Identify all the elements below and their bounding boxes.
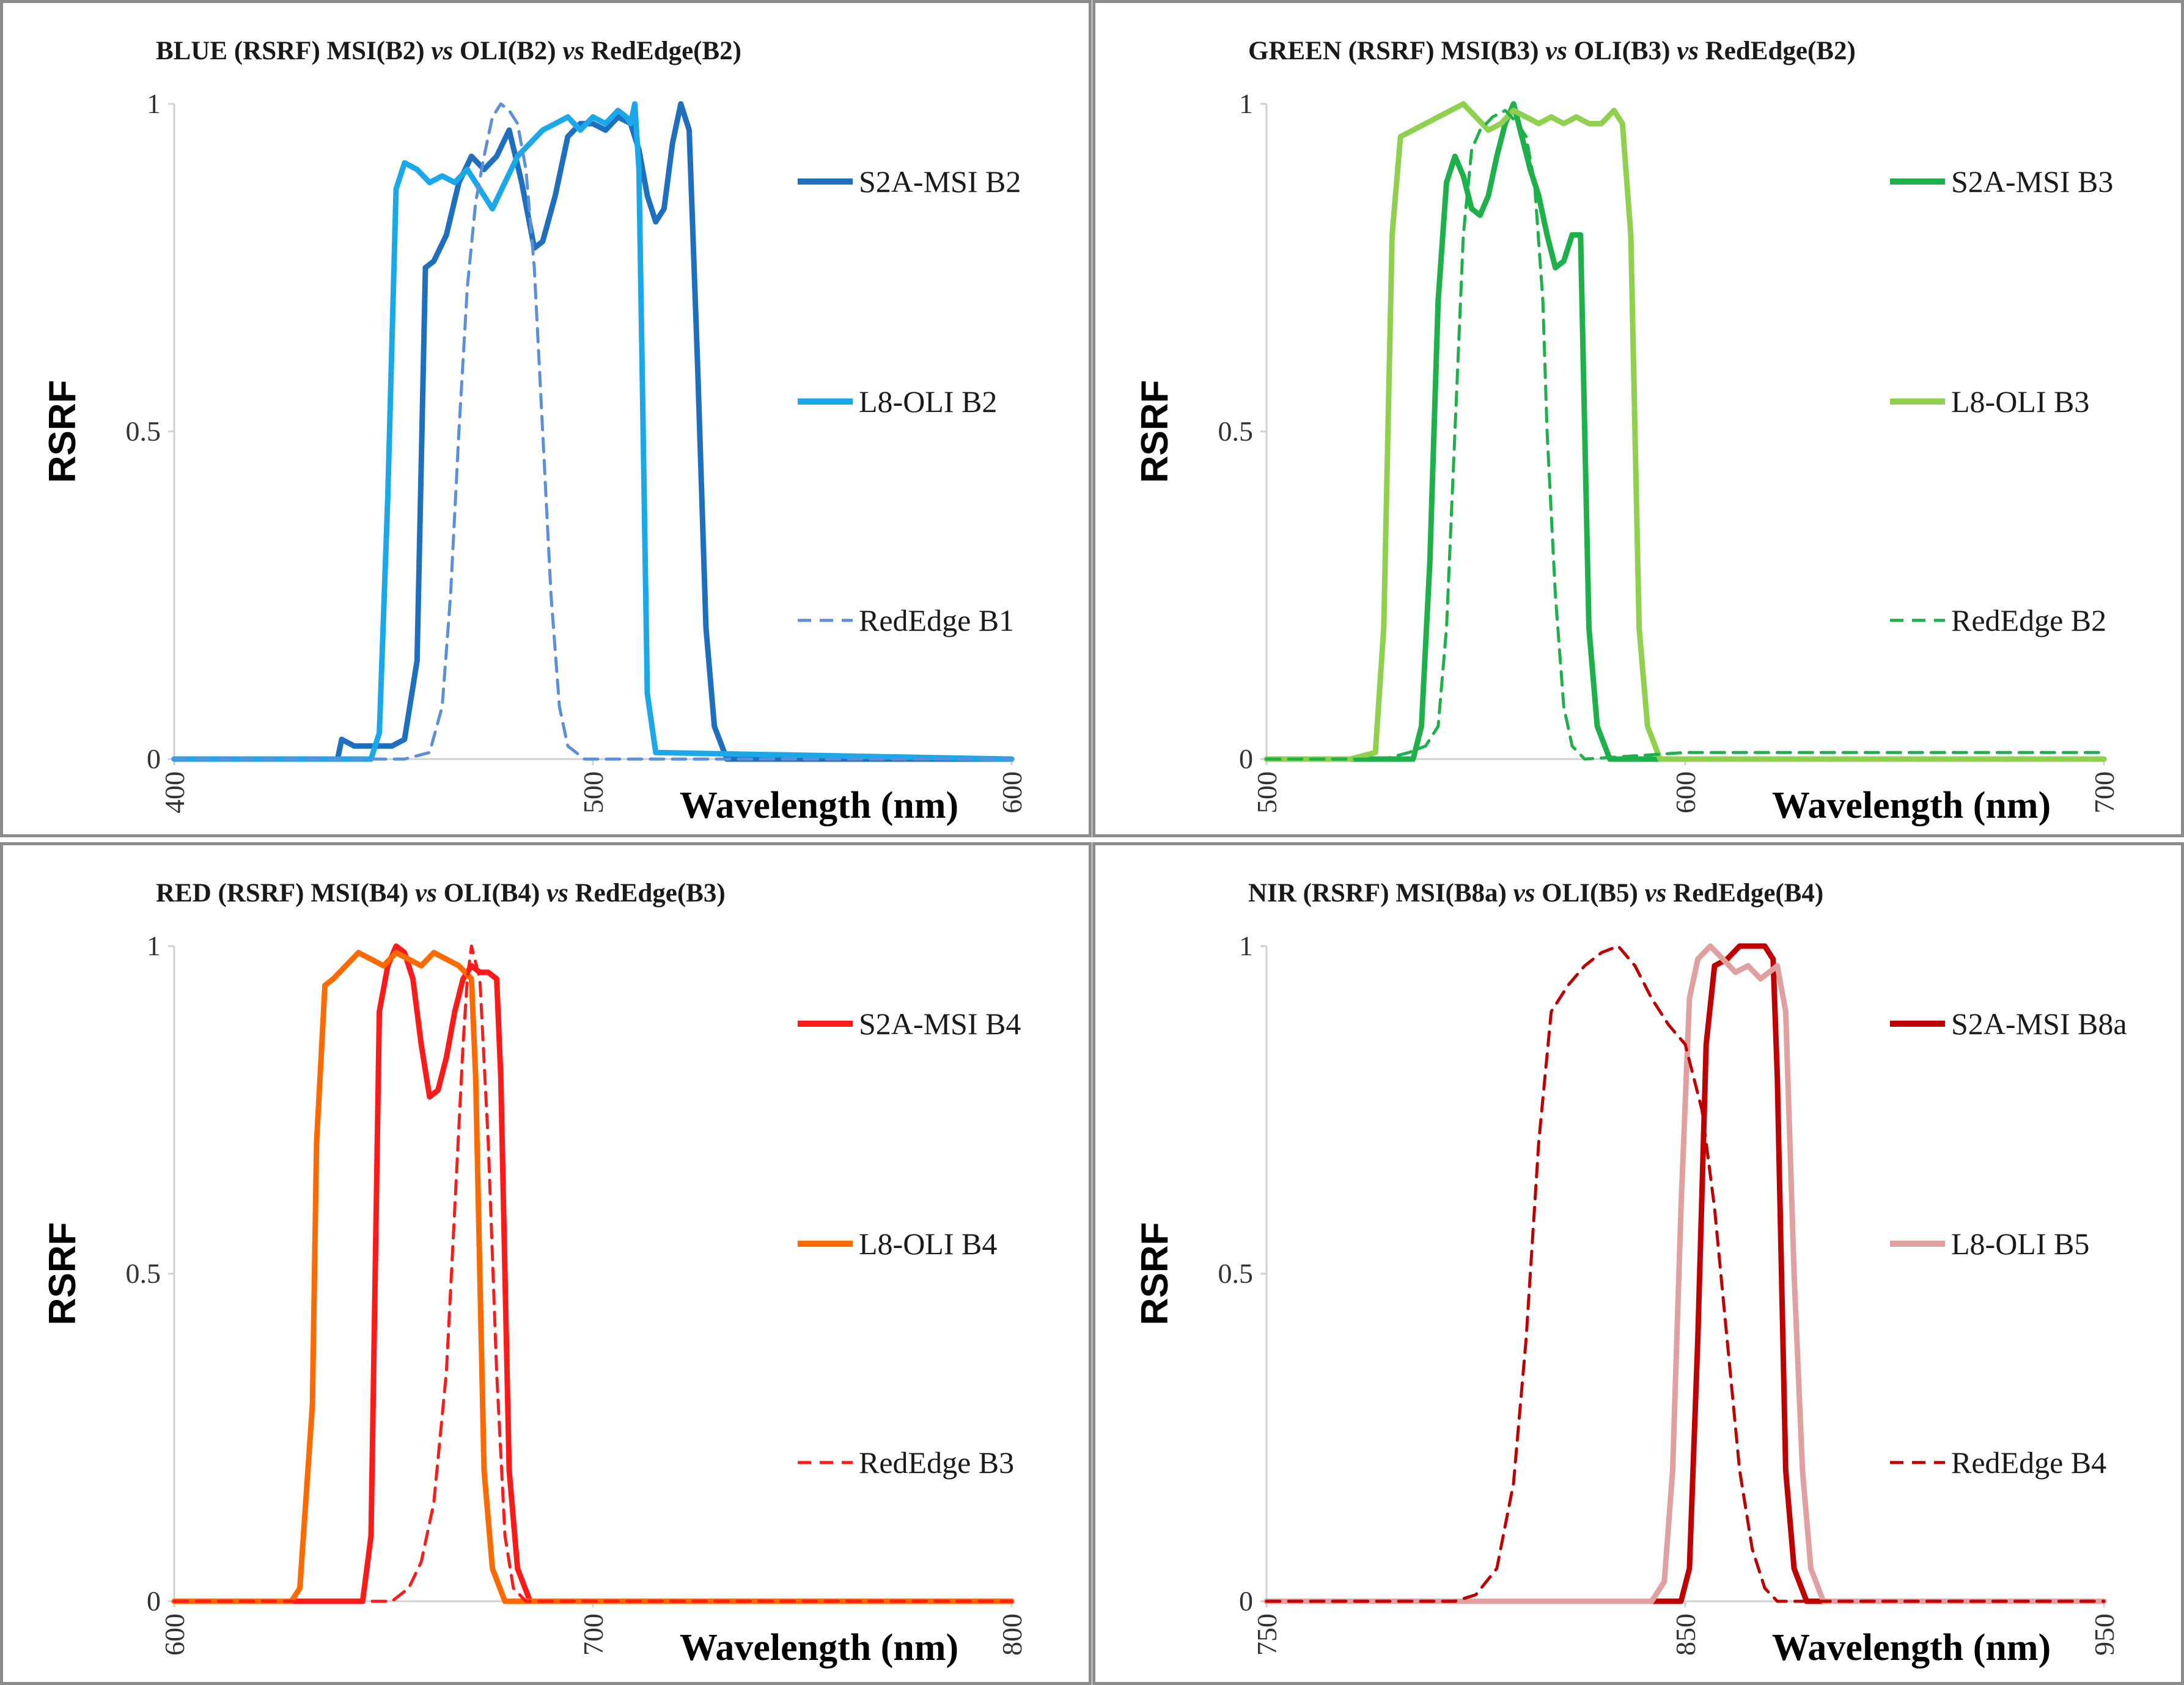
chart-svg: BLUE (RSRF) MSI(B2) vs OLI(B2) vs RedEdg…	[42, 37, 1028, 826]
chart-svg: GREEN (RSRF) MSI(B3) vs OLI(B3) vs RedEd…	[1134, 37, 2120, 826]
x-tick-label: 800	[996, 1613, 1028, 1656]
x-axis-label: Wavelength (nm)	[1772, 785, 2051, 826]
chart-title-part: RedEdge(B2)	[1699, 37, 1856, 65]
y-axis-label: RSRF	[1134, 380, 1176, 483]
chart-panel-nir: NIR (RSRF) MSI(B8a) vs OLI(B5) vs RedEdg…	[1092, 842, 2184, 1685]
x-tick-label: 600	[996, 771, 1028, 813]
x-tick-label: 850	[1670, 1613, 1701, 1656]
legend-entry: S2A-MSI B8a	[1951, 1007, 2127, 1041]
series-line	[1263, 943, 2107, 1604]
legend-entry: S2A-MSI B2	[859, 164, 1021, 199]
chart-title-part: OLI(B2)	[453, 37, 562, 65]
chart-panel-green: GREEN (RSRF) MSI(B3) vs OLI(B3) vs RedEd…	[1092, 0, 2184, 837]
series-line	[1265, 944, 2106, 1603]
chart-title-part: vs	[1677, 37, 1699, 65]
series-line	[171, 101, 1015, 762]
chart-title: NIR (RSRF) MSI(B8a) vs OLI(B5) vs RedEdg…	[1248, 879, 1823, 908]
legend-entry: L8-OLI B5	[1951, 1227, 2089, 1261]
y-tick-label: 1	[147, 88, 161, 119]
series-line	[172, 102, 1013, 761]
series-line	[171, 943, 1015, 1604]
x-tick-label: 600	[159, 1613, 190, 1656]
legend-entry: L8-OLI B2	[859, 384, 997, 419]
legend-entry: RedEdge B3	[859, 1445, 1014, 1480]
x-tick-label: 400	[159, 771, 190, 813]
chart-title-part: vs	[562, 37, 584, 65]
y-tick-label: 0	[147, 743, 161, 774]
legend-entry: S2A-MSI B4	[859, 1007, 1021, 1041]
x-tick-label: 500	[578, 771, 609, 813]
chart-title: BLUE (RSRF) MSI(B2) vs OLI(B2) vs RedEdg…	[156, 37, 741, 65]
y-tick-label: 1	[1239, 930, 1253, 961]
y-tick-label: 0.5	[1218, 416, 1254, 447]
chart-panel-blue: BLUE (RSRF) MSI(B2) vs OLI(B2) vs RedEdg…	[0, 0, 1092, 837]
chart-title-part: vs	[1645, 879, 1667, 908]
chart-title-part: RedEdge(B4)	[1666, 879, 1823, 908]
chart-title-part: vs	[1545, 37, 1567, 65]
chart-title-part: vs	[1513, 879, 1535, 908]
chart-panel-red: RED (RSRF) MSI(B4) vs OLI(B4) vs RedEdge…	[0, 842, 1092, 1685]
legend-entry: RedEdge B1	[859, 603, 1014, 637]
series-line	[172, 944, 1013, 1603]
y-tick-label: 0.5	[126, 1258, 161, 1289]
chart-title-part: NIR (RSRF) MSI(B8a)	[1248, 879, 1513, 908]
x-tick-label: 700	[578, 1613, 609, 1656]
series-line	[1263, 101, 2107, 762]
y-axis-label: RSRF	[42, 380, 84, 483]
chart-title-part: OLI(B5)	[1535, 879, 1644, 908]
x-tick-label: 600	[1670, 771, 1701, 813]
chart-title: GREEN (RSRF) MSI(B3) vs OLI(B3) vs RedEd…	[1248, 37, 1856, 65]
chart-title-part: RedEdge(B3)	[568, 879, 726, 908]
chart-svg: RED (RSRF) MSI(B4) vs OLI(B4) vs RedEdge…	[42, 879, 1028, 1668]
chart-title-part: vs	[546, 879, 568, 908]
y-tick-label: 0	[1239, 743, 1253, 774]
chart-svg: NIR (RSRF) MSI(B8a) vs OLI(B5) vs RedEdg…	[1134, 879, 2127, 1668]
chart-title-part: OLI(B4)	[437, 879, 546, 908]
x-axis-label: Wavelength (nm)	[680, 1627, 958, 1668]
x-tick-label: 500	[1251, 771, 1282, 813]
series-line	[171, 950, 1015, 1604]
legend-entry: L8-OLI B3	[1951, 384, 2089, 419]
legend-entry: RedEdge B2	[1951, 603, 2106, 637]
series-line	[1263, 943, 2107, 1604]
series-line	[1263, 101, 2107, 762]
chart-title-part: BLUE (RSRF) MSI(B2)	[156, 37, 431, 65]
y-tick-label: 1	[1239, 88, 1253, 119]
x-tick-label: 750	[1251, 1613, 1282, 1656]
chart-title-part: GREEN (RSRF) MSI(B3)	[1248, 37, 1545, 65]
y-tick-label: 0	[147, 1585, 161, 1617]
chart-title-part: vs	[415, 879, 437, 908]
series-line	[171, 101, 1015, 762]
chart-title-part: OLI(B3)	[1567, 37, 1677, 65]
y-tick-label: 0.5	[126, 416, 161, 447]
x-axis-label: Wavelength (nm)	[1772, 1627, 2051, 1668]
x-axis-label: Wavelength (nm)	[680, 785, 958, 826]
chart-title: RED (RSRF) MSI(B4) vs OLI(B4) vs RedEdge…	[156, 879, 726, 908]
y-axis-label: RSRF	[1134, 1222, 1176, 1326]
y-axis-label: RSRF	[42, 1222, 84, 1326]
y-tick-label: 0	[1239, 1585, 1253, 1617]
y-tick-label: 1	[147, 930, 161, 961]
y-tick-label: 0.5	[1218, 1258, 1254, 1289]
legend-entry: S2A-MSI B3	[1951, 164, 2113, 199]
series-line	[1265, 109, 2106, 761]
legend-entry: RedEdge B4	[1951, 1445, 2106, 1480]
chart-title-part: vs	[431, 37, 453, 65]
chart-title-part: RED (RSRF) MSI(B4)	[156, 879, 415, 908]
legend-entry: L8-OLI B4	[859, 1227, 997, 1261]
chart-title-part: RedEdge(B2)	[584, 37, 741, 65]
x-tick-label: 950	[2089, 1613, 2120, 1656]
x-tick-label: 700	[2089, 771, 2120, 813]
